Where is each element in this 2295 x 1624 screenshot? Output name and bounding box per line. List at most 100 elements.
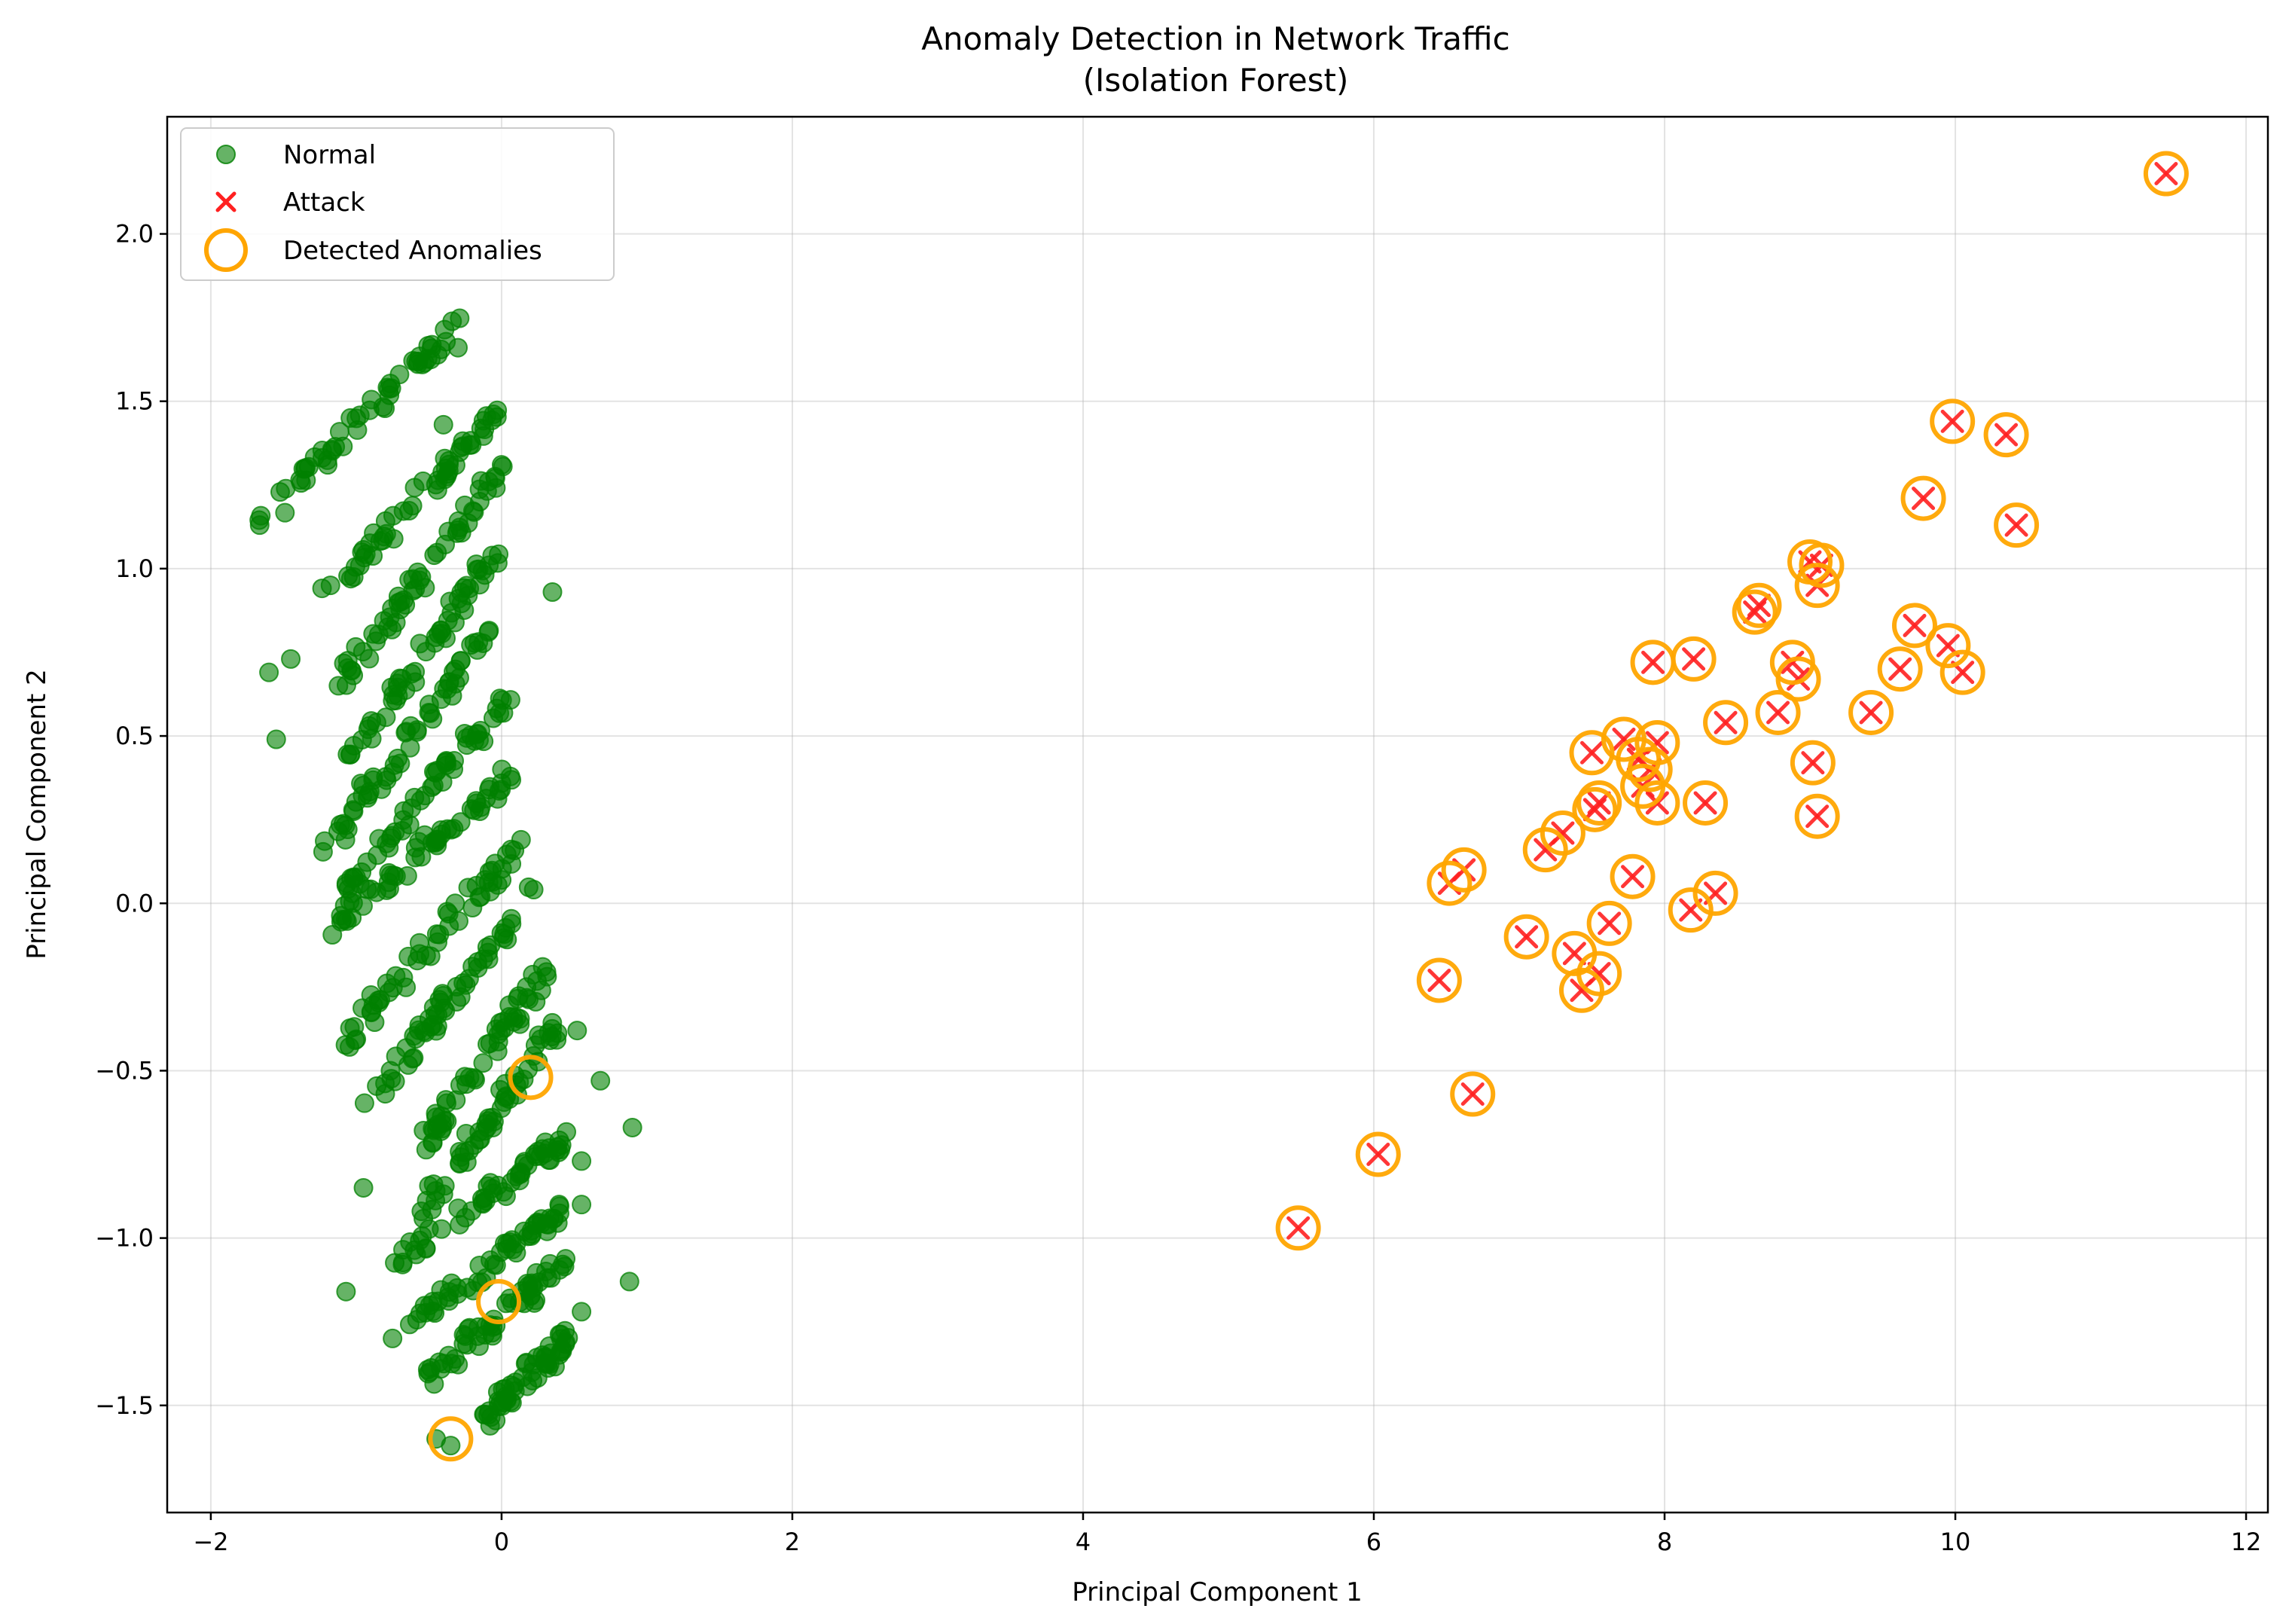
normal-point — [475, 1191, 496, 1211]
normal-point — [359, 649, 380, 669]
legend-box — [180, 127, 615, 281]
normal-point — [464, 1068, 484, 1088]
detected-anomaly-ring — [1794, 563, 1840, 609]
attack-point — [1781, 650, 1805, 674]
detected-anomaly-ring — [1900, 475, 1946, 521]
normal-point — [572, 1195, 592, 1215]
normal-point — [330, 814, 350, 835]
attack-point — [1562, 942, 1586, 966]
normal-point — [389, 668, 410, 688]
normal-point — [375, 1073, 395, 1094]
normal-point — [469, 730, 490, 750]
axis-ticks: −2 0 2 4 6 8 10 12 −1.5 −1.0 −0.5 0.0 0.5 1.0 1.5 2.0 — [95, 220, 2261, 1556]
attack-point — [1903, 613, 1927, 637]
normal-point — [396, 977, 417, 997]
normal-point — [390, 591, 410, 612]
normal-point — [416, 945, 436, 966]
normal-point — [369, 829, 389, 849]
attack-point — [1859, 701, 1883, 725]
normal-point — [591, 1070, 611, 1091]
normal-point — [354, 548, 374, 568]
normal-point — [363, 624, 383, 644]
plot-frame — [166, 115, 2269, 1514]
legend: Normal Attack Detected Anomalies — [180, 127, 615, 281]
normal-point — [426, 762, 446, 783]
normal-point — [361, 879, 381, 899]
attack-point — [1515, 925, 1539, 949]
normal-point — [322, 441, 343, 461]
y-tick-label: −1.0 — [95, 1224, 154, 1253]
normal-point — [385, 1253, 405, 1273]
x-tick-label: 6 — [1366, 1528, 1381, 1556]
normal-point — [475, 1121, 495, 1141]
x-tick-label: 4 — [1076, 1528, 1091, 1556]
normal-point — [462, 1201, 482, 1221]
normal-point — [622, 1117, 642, 1137]
normal-point — [404, 478, 425, 498]
normal-point — [493, 1182, 514, 1202]
x-tick-label: 8 — [1657, 1528, 1672, 1556]
detected-anomaly-ring — [1799, 542, 1845, 588]
normal-point — [435, 319, 455, 340]
detected-anomaly-ring — [1558, 967, 1604, 1013]
normal-point — [473, 1053, 493, 1073]
normal-point — [340, 408, 361, 428]
normal-point — [439, 672, 459, 692]
normal-point — [353, 1177, 374, 1198]
normal-point — [448, 911, 468, 931]
normal-point — [433, 414, 453, 435]
normal-point — [510, 1162, 530, 1183]
normal-point — [567, 1021, 587, 1041]
normal-point — [524, 1144, 545, 1165]
normal-point — [336, 1281, 356, 1302]
attack-point — [1801, 751, 1825, 775]
detected-anomaly-ring — [1732, 589, 1778, 635]
detected-anomaly-ring — [1736, 582, 1782, 628]
normal-point — [425, 633, 445, 653]
normal-point — [557, 1122, 577, 1142]
attack-point — [1580, 740, 1604, 765]
normal-point — [352, 786, 373, 806]
normal-point — [572, 1302, 592, 1322]
normal-point — [453, 436, 473, 456]
normal-point — [343, 567, 364, 588]
normal-point — [418, 335, 438, 356]
normal-point — [461, 635, 481, 655]
attack-point — [1612, 728, 1636, 752]
normal-point — [398, 946, 419, 966]
normal-point — [424, 545, 444, 566]
detected-anomaly-ring — [1925, 623, 1971, 669]
detected-anomaly-ring — [1627, 746, 1673, 792]
normal-point — [296, 470, 316, 490]
y-axis-label: Principal Component 2 — [22, 669, 52, 960]
normal-point — [438, 1287, 458, 1308]
normal-point — [511, 829, 531, 850]
detected-anomaly-ring — [1416, 957, 1462, 1003]
normal-point — [389, 365, 410, 385]
normal-point — [493, 1012, 513, 1032]
normal-point — [417, 1360, 438, 1380]
normal-point — [411, 567, 432, 588]
normal-point — [399, 1314, 420, 1335]
attack-point — [1682, 647, 1706, 671]
normal-point — [491, 455, 511, 475]
detected-anomaly-ring — [1877, 646, 1923, 692]
normal-point — [468, 1326, 488, 1346]
detected-anomaly-ring — [1634, 780, 1680, 826]
normal-point — [542, 582, 563, 602]
normal-point — [493, 928, 514, 948]
detected-anomaly-ring — [1671, 636, 1717, 682]
attack-point — [1621, 865, 1645, 889]
normal-point — [444, 750, 465, 771]
chart-title-line1: Anomaly Detection in Network Traffic — [921, 20, 1510, 57]
normal-point — [487, 789, 508, 809]
y-tick-label: −1.5 — [95, 1391, 154, 1420]
normal-point — [275, 502, 295, 523]
detected-anomaly-ring — [1994, 502, 2040, 548]
normal-point — [352, 896, 373, 916]
attack-point — [1598, 911, 1622, 936]
normal-point — [395, 722, 416, 743]
normal-point — [259, 662, 279, 682]
normal-point — [619, 1271, 639, 1292]
x-axis-label: Principal Component 1 — [1072, 1577, 1363, 1607]
